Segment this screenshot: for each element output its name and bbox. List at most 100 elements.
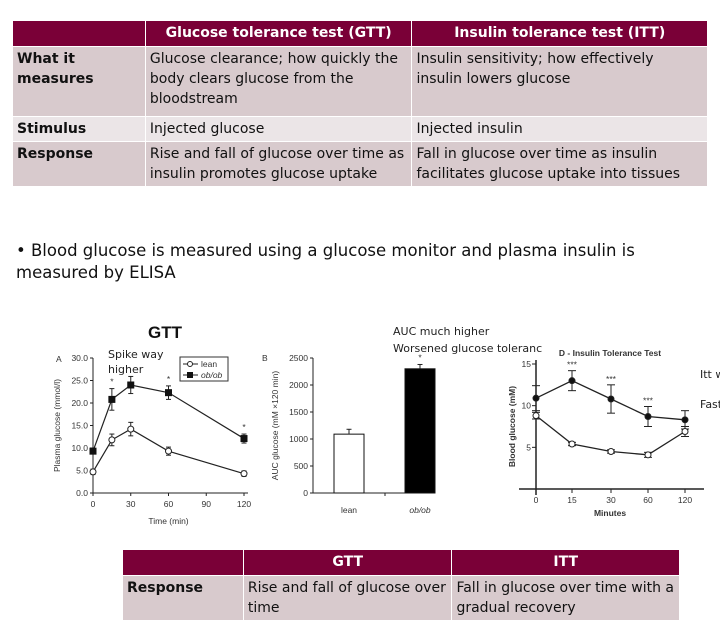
significance-marker: *** (643, 396, 654, 406)
significance-marker: *** (567, 360, 578, 370)
y-tick-label: 10.0 (71, 443, 88, 453)
panel-label: B (262, 353, 268, 363)
y-tick-label: 20.0 (71, 398, 88, 408)
gtt-line-chart: A 0.0 5.0 10.0 15.0 20.0 25.0 30.0 0 30 60 90 120 Tim… (52, 353, 251, 526)
y-tick-label: 5.0 (76, 466, 88, 476)
panel-label: A (56, 354, 62, 364)
data-point-obob (89, 447, 97, 455)
table-row: Response Rise and fall of glucose over t… (12, 141, 708, 187)
legend-label: lean (201, 359, 217, 369)
itt-line-chart: D - Insulin Tolerance Test 5 10 15 0 15 30 60 12… (507, 348, 704, 518)
itt-note-1: Itt w (700, 368, 720, 381)
y-tick-label: 30.0 (71, 353, 88, 363)
data-point-obob (127, 381, 135, 389)
y-tick-label: 1500 (289, 407, 308, 417)
row-label: Stimulus (12, 116, 146, 142)
spike-annotation-2: higher (108, 363, 144, 376)
x-tick-label: 0 (534, 495, 539, 505)
x-tick-label: 60 (164, 499, 174, 509)
auc-annotation: AUC much higher (393, 325, 490, 338)
bullet-text: Blood glucose is measured using a glucos… (16, 241, 635, 282)
x-tick-label: 15 (567, 495, 577, 505)
y-tick-label: 25.0 (71, 376, 88, 386)
legend-marker (187, 372, 193, 378)
y-axis-label: Blood glucose (mM) (507, 386, 517, 467)
x-tick-label: 30 (126, 499, 136, 509)
data-point (568, 377, 576, 385)
bar-lean (333, 433, 365, 494)
data-point-lean (165, 447, 172, 455)
x-tick-label: 120 (678, 495, 692, 505)
y-tick-label: 1000 (289, 434, 308, 444)
y-tick-label: 2500 (289, 353, 308, 363)
auc-bar-chart: B 0 500 1000 1500 2000 2500 AUC glucose (mM ×12… (262, 352, 436, 515)
response-table: GTT ITT Response Rise and fall of glucos… (122, 549, 680, 621)
data-point (681, 416, 689, 424)
data-point-obob (240, 435, 248, 443)
data-point (532, 412, 540, 420)
x-axis-label: Time (min) (148, 516, 188, 526)
x-tick-label: 90 (202, 499, 212, 509)
table-row: What it measures Glucose clearance; how … (12, 46, 708, 117)
spike-annotation-1: Spike way (108, 348, 164, 361)
header-empty (122, 549, 244, 576)
data-point-obob (165, 389, 172, 397)
legend-marker (187, 361, 193, 367)
significance-marker: * (110, 377, 114, 387)
bullet-point: • Blood glucose is measured using a gluc… (16, 241, 635, 282)
itt-note-2: Fast (700, 398, 720, 411)
data-point (532, 394, 540, 402)
y-axis-label: AUC glucose (mM ×120 min) (270, 371, 280, 481)
y-tick-label: 0 (303, 488, 308, 498)
row-label: What it measures (12, 46, 146, 117)
bar-ob/ob (404, 368, 436, 494)
y-tick-label: 10 (522, 401, 532, 411)
y-tick-label: 15 (522, 359, 532, 369)
data-point (681, 428, 689, 435)
data-point-lean (108, 436, 116, 444)
x-tick-label: 60 (643, 495, 653, 505)
data-point (568, 440, 576, 448)
itt-cell: Fall in glucose over time as insulin fac… (411, 141, 708, 187)
table-row: Response Rise and fall of glucose over t… (122, 575, 680, 621)
data-point (607, 395, 615, 403)
y-tick-label: 500 (294, 461, 308, 471)
row-label: Response (12, 141, 146, 187)
row-label: Response (122, 575, 244, 621)
data-point-lean (127, 425, 135, 433)
y-tick-label: 2000 (289, 380, 308, 390)
x-tick-label: 0 (91, 499, 96, 509)
gtt-cell: Glucose clearance; how quickly the body … (144, 46, 413, 117)
y-tick-label: 5 (526, 442, 531, 452)
x-axis-label: Minutes (594, 508, 626, 518)
chart-title: D - Insulin Tolerance Test (559, 348, 661, 358)
y-tick-label: 0.0 (76, 488, 88, 498)
y-axis-label: Plasma glucose (mmol/l) (52, 379, 62, 472)
gtt-cell: Rise and fall of glucose over time (242, 575, 453, 621)
comparison-table: Glucose tolerance test (GTT) Insulin tol… (12, 20, 708, 187)
worsened-annotation: Worsened glucose toleranc (393, 342, 542, 355)
header-row: GTT ITT (122, 549, 680, 576)
itt-cell: Insulin sensitivity; how effectively ins… (411, 46, 708, 117)
data-point (644, 413, 652, 420)
significance-marker: *** (606, 374, 617, 384)
legend-label: ob/ob (201, 370, 223, 380)
data-point (644, 451, 652, 459)
gtt-cell: Rise and fall of glucose over time as in… (144, 141, 413, 187)
significance-marker: * (167, 374, 171, 384)
table-row: Stimulus Injected glucose Injected insul… (12, 116, 708, 142)
itt-cell: Fall in glucose over time with a gradual… (451, 575, 680, 621)
x-tick-label: 30 (606, 495, 616, 505)
data-point-lean (89, 468, 97, 476)
data-point-obob (108, 395, 116, 403)
y-tick-label: 15.0 (71, 421, 88, 431)
header-itt: ITT (451, 549, 680, 576)
significance-marker: * (418, 352, 422, 362)
x-tick-label: ob/ob (409, 505, 431, 515)
gtt-cell: Injected glucose (144, 116, 413, 142)
header-gtt: GTT (242, 549, 453, 576)
itt-cell: Injected insulin (411, 116, 708, 142)
gtt-title: GTT (148, 323, 183, 342)
header-empty (12, 20, 146, 47)
